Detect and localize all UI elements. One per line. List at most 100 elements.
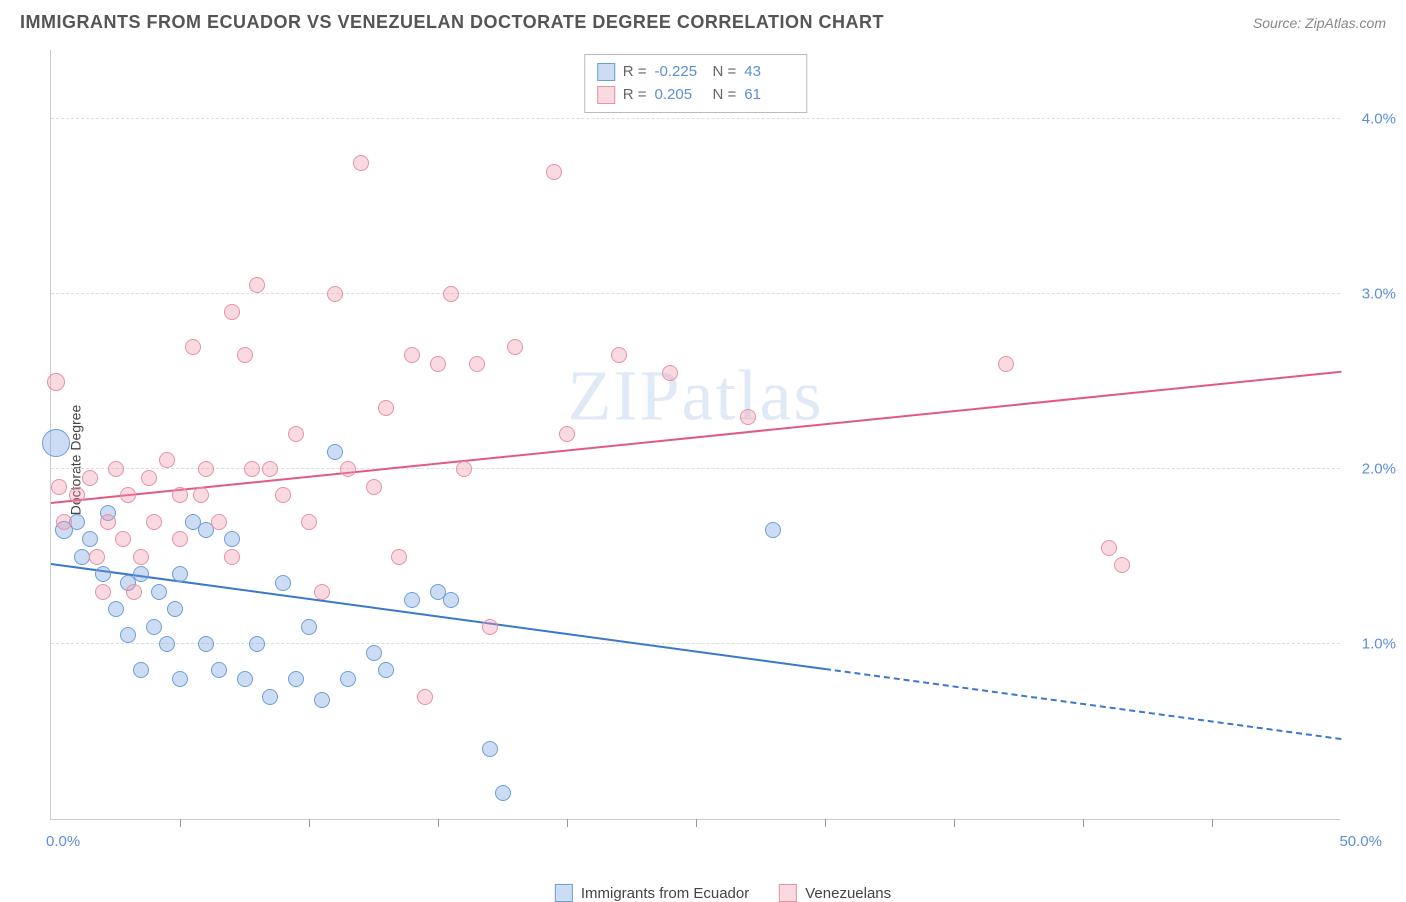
- legend-item: Immigrants from Ecuador: [555, 884, 749, 902]
- data-point: [51, 479, 67, 495]
- data-point: [366, 479, 382, 495]
- data-point: [327, 444, 343, 460]
- data-point: [115, 531, 131, 547]
- data-point: [172, 566, 188, 582]
- data-point: [108, 461, 124, 477]
- data-point: [172, 531, 188, 547]
- data-point: [82, 531, 98, 547]
- legend-label: Venezuelans: [805, 885, 891, 902]
- data-point: [74, 549, 90, 565]
- data-point: [69, 487, 85, 503]
- data-point: [482, 741, 498, 757]
- data-point: [224, 304, 240, 320]
- trend-line: [51, 371, 1341, 504]
- data-point: [546, 164, 562, 180]
- data-point: [288, 671, 304, 687]
- data-point: [141, 470, 157, 486]
- data-point: [82, 470, 98, 486]
- correlation-legend: R =-0.225N =43R =0.205N =61: [584, 54, 808, 113]
- data-point: [244, 461, 260, 477]
- x-tick: [180, 819, 181, 827]
- data-point: [262, 461, 278, 477]
- x-tick: [696, 819, 697, 827]
- data-point: [998, 356, 1014, 372]
- data-point: [42, 429, 70, 457]
- data-point: [765, 522, 781, 538]
- legend-swatch: [597, 63, 615, 81]
- x-tick: [309, 819, 310, 827]
- data-point: [391, 549, 407, 565]
- data-point: [151, 584, 167, 600]
- data-point: [353, 155, 369, 171]
- data-point: [301, 514, 317, 530]
- data-point: [249, 636, 265, 652]
- data-point: [133, 662, 149, 678]
- data-point: [95, 584, 111, 600]
- data-point: [126, 584, 142, 600]
- data-point: [224, 549, 240, 565]
- data-point: [404, 347, 420, 363]
- data-point: [482, 619, 498, 635]
- data-point: [133, 566, 149, 582]
- data-point: [108, 601, 124, 617]
- data-point: [1101, 540, 1117, 556]
- legend-swatch: [597, 86, 615, 104]
- data-point: [146, 514, 162, 530]
- data-point: [327, 286, 343, 302]
- data-point: [172, 671, 188, 687]
- data-point: [417, 689, 433, 705]
- data-point: [262, 689, 278, 705]
- data-point: [469, 356, 485, 372]
- data-point: [120, 627, 136, 643]
- data-point: [740, 409, 756, 425]
- data-point: [301, 619, 317, 635]
- data-point: [172, 487, 188, 503]
- data-point: [662, 365, 678, 381]
- x-tick: [1083, 819, 1084, 827]
- y-tick-label: 1.0%: [1362, 636, 1396, 653]
- data-point: [185, 339, 201, 355]
- data-point: [495, 785, 511, 801]
- grid-line: [51, 293, 1340, 294]
- data-point: [275, 575, 291, 591]
- data-point: [95, 566, 111, 582]
- data-point: [314, 692, 330, 708]
- trend-line: [51, 563, 825, 670]
- y-tick-label: 4.0%: [1362, 111, 1396, 128]
- data-point: [100, 514, 116, 530]
- trend-line: [825, 668, 1341, 740]
- y-tick-label: 3.0%: [1362, 286, 1396, 303]
- data-point: [56, 514, 72, 530]
- data-point: [340, 461, 356, 477]
- x-axis-start-label: 0.0%: [46, 833, 80, 850]
- legend-label: Immigrants from Ecuador: [581, 885, 749, 902]
- data-point: [314, 584, 330, 600]
- correlation-row: R =0.205N =61: [597, 84, 795, 107]
- data-point: [366, 645, 382, 661]
- data-point: [611, 347, 627, 363]
- data-point: [378, 400, 394, 416]
- data-point: [198, 461, 214, 477]
- data-point: [159, 452, 175, 468]
- data-point: [211, 662, 227, 678]
- chart-source: Source: ZipAtlas.com: [1253, 15, 1386, 31]
- x-tick: [567, 819, 568, 827]
- grid-line: [51, 643, 1340, 644]
- data-point: [237, 347, 253, 363]
- data-point: [249, 277, 265, 293]
- legend-item: Venezuelans: [779, 884, 891, 902]
- data-point: [559, 426, 575, 442]
- data-point: [47, 373, 65, 391]
- data-point: [120, 487, 136, 503]
- plot-area: ZIPatlas 1.0%2.0%3.0%4.0%R =-0.225N =43R…: [50, 50, 1340, 820]
- legend-swatch: [555, 884, 573, 902]
- x-tick: [438, 819, 439, 827]
- data-point: [443, 592, 459, 608]
- data-point: [378, 662, 394, 678]
- data-point: [167, 601, 183, 617]
- data-point: [198, 636, 214, 652]
- x-axis-end-label: 50.0%: [1339, 833, 1382, 850]
- data-point: [224, 531, 240, 547]
- chart-title: IMMIGRANTS FROM ECUADOR VS VENEZUELAN DO…: [20, 12, 884, 33]
- bottom-legend: Immigrants from Ecuador Venezuelans: [555, 884, 891, 902]
